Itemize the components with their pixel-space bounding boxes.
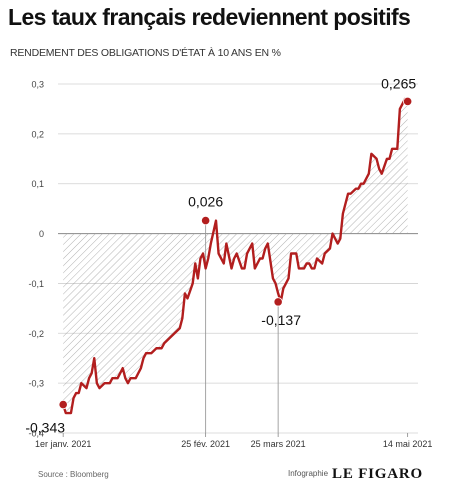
annotation-label: 0,026 [188, 194, 223, 210]
y-axis: 0,3 0,2 0,1 0 -0,1 -0,2 -0,3 -0,4 [28, 80, 44, 439]
y-tick-label: 0,2 [31, 129, 44, 139]
y-tick-label: -0,1 [28, 279, 44, 289]
annotation-marker [58, 399, 68, 410]
chart-subtitle: RENDEMENT DES OBLIGATIONS D'ÉTAT À 10 AN… [10, 47, 281, 59]
annotation-marker [201, 216, 211, 226]
brand-logo: LE FIGARO [332, 466, 423, 482]
annotation-layer: -0,343 0,026 -0,137 0,265 [25, 75, 416, 435]
x-tick-label: 14 mai 2021 [383, 439, 433, 449]
x-tick-label: 25 fév. 2021 [181, 439, 230, 449]
y-tick-label: 0,1 [31, 179, 44, 189]
y-tick-label: 0 [39, 229, 44, 239]
y-tick-label: -0,4 [28, 429, 44, 439]
line-chart: 0,3 0,2 0,1 0 -0,1 -0,2 -0,3 -0,4 1er janv. 202… [25, 75, 432, 449]
annotation-marker [403, 96, 413, 107]
annotation-label: -0,137 [261, 312, 301, 328]
x-tick-label: 1er janv. 2021 [35, 439, 91, 449]
chart-title: Les taux français redeviennent positifs [8, 4, 411, 30]
x-axis: 1er janv. 2021 25 fév. 2021 25 mars 2021 14… [35, 433, 432, 449]
y-tick-label: 0,3 [31, 80, 44, 90]
y-tick-label: -0,2 [28, 329, 44, 339]
annotation-label: 0,265 [381, 75, 416, 91]
source-note: Source : Bloomberg [38, 470, 109, 479]
credit-prefix: Infographie [288, 469, 329, 478]
y-tick-label: -0,3 [28, 379, 44, 389]
series-line [61, 97, 409, 415]
x-tick-label: 25 mars 2021 [251, 439, 306, 449]
annotation-label: -0,343 [25, 420, 65, 436]
annotation-marker [273, 297, 283, 307]
credit: Infographie LE FIGARO [288, 465, 423, 483]
line-layer [61, 97, 409, 415]
guide-layer [205, 220, 279, 433]
